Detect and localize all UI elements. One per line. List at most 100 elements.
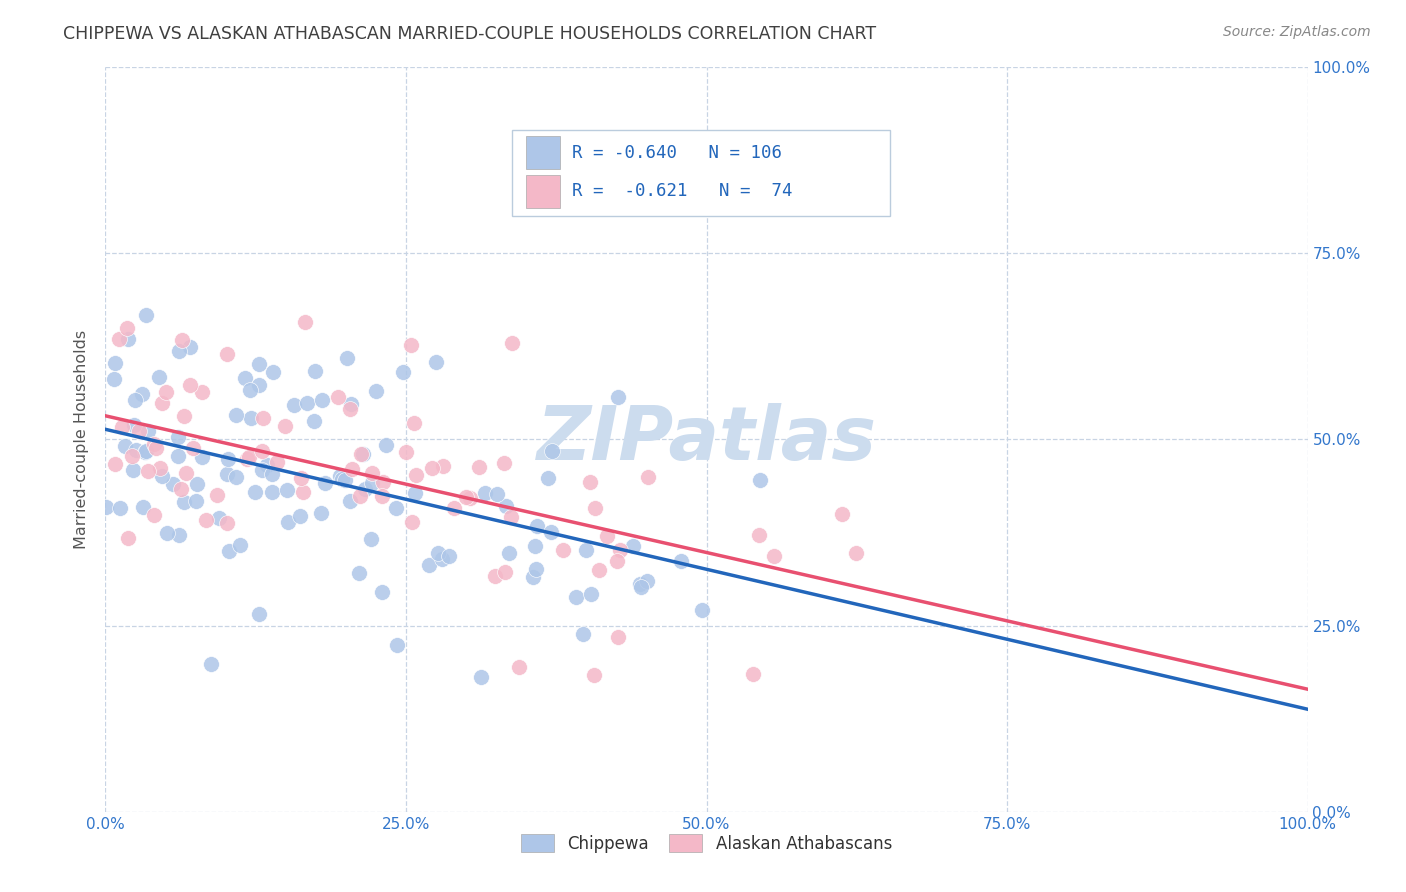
FancyBboxPatch shape xyxy=(512,130,890,216)
Point xyxy=(524,562,547,576)
Point xyxy=(290,471,312,485)
Point xyxy=(371,585,394,599)
Point xyxy=(583,500,606,515)
Point xyxy=(274,419,297,434)
Point xyxy=(339,402,361,417)
Point xyxy=(240,410,263,425)
FancyBboxPatch shape xyxy=(526,136,560,169)
Point xyxy=(121,449,143,463)
Point xyxy=(179,377,201,392)
Point xyxy=(194,513,217,527)
Point xyxy=(191,384,214,399)
Point xyxy=(399,338,422,352)
Text: Source: ZipAtlas.com: Source: ZipAtlas.com xyxy=(1223,25,1371,39)
Point xyxy=(121,463,143,477)
Point xyxy=(342,462,364,476)
Point xyxy=(606,554,628,568)
Point xyxy=(94,500,117,514)
Point xyxy=(420,460,443,475)
Point xyxy=(167,343,190,358)
Point xyxy=(540,525,562,540)
Point xyxy=(384,500,406,515)
Point xyxy=(385,639,408,653)
Point xyxy=(630,580,652,594)
Point xyxy=(135,444,157,458)
Point xyxy=(148,369,170,384)
Point xyxy=(360,466,382,480)
Point xyxy=(167,527,190,541)
Point xyxy=(191,450,214,465)
Point xyxy=(831,507,853,521)
Point xyxy=(162,477,184,491)
Point xyxy=(524,540,547,554)
Point xyxy=(571,627,593,641)
Point xyxy=(276,483,298,497)
Point xyxy=(636,574,658,589)
Point xyxy=(247,377,270,392)
Point xyxy=(326,390,349,404)
Legend: Chippewa, Alaskan Athabascans: Chippewa, Alaskan Athabascans xyxy=(515,827,898,859)
Point xyxy=(117,531,139,545)
Point xyxy=(252,463,274,477)
Point xyxy=(340,397,363,411)
Point xyxy=(541,444,564,458)
Point xyxy=(690,603,713,617)
Point xyxy=(311,506,333,520)
Point xyxy=(155,384,177,399)
Point xyxy=(498,546,520,560)
Text: CHIPPEWA VS ALASKAN ATHABASCAN MARRIED-COUPLE HOUSEHOLDS CORRELATION CHART: CHIPPEWA VS ALASKAN ATHABASCAN MARRIED-C… xyxy=(63,25,876,43)
Point xyxy=(443,501,465,516)
Point xyxy=(217,347,239,361)
Point xyxy=(526,519,548,533)
Point xyxy=(637,469,659,483)
Point xyxy=(582,667,605,681)
Point xyxy=(394,444,416,458)
Point xyxy=(135,308,157,322)
Point xyxy=(215,516,238,531)
Point xyxy=(579,587,602,601)
Point xyxy=(347,566,370,580)
Y-axis label: Married-couple Households: Married-couple Households xyxy=(75,330,90,549)
Point xyxy=(104,457,127,471)
Point xyxy=(256,458,278,472)
Point xyxy=(260,467,283,481)
Point xyxy=(426,546,449,560)
Point xyxy=(252,411,274,425)
Point xyxy=(468,460,491,475)
Point xyxy=(392,365,415,379)
Point xyxy=(458,491,481,506)
Point xyxy=(277,516,299,530)
Point xyxy=(522,570,544,584)
Point xyxy=(749,473,772,487)
Point xyxy=(353,447,375,461)
Point xyxy=(150,469,173,483)
Point xyxy=(494,456,516,470)
Point xyxy=(609,542,631,557)
Point xyxy=(239,383,262,397)
Point xyxy=(117,332,139,346)
Point xyxy=(245,484,267,499)
Point xyxy=(179,340,201,354)
Point xyxy=(353,482,375,496)
Point xyxy=(606,390,628,404)
Point xyxy=(501,336,523,351)
Point xyxy=(588,563,610,577)
Point xyxy=(578,475,600,490)
Point xyxy=(108,500,131,515)
Point xyxy=(333,474,356,488)
Point xyxy=(470,670,492,684)
Point xyxy=(173,409,195,423)
Point xyxy=(238,450,260,465)
Point xyxy=(145,441,167,455)
Point xyxy=(499,510,522,524)
Point xyxy=(225,469,247,483)
Point xyxy=(124,392,146,407)
Point xyxy=(405,467,427,482)
Point xyxy=(404,416,426,430)
Point xyxy=(404,486,426,500)
Point xyxy=(236,452,259,467)
Text: ZIPatlas: ZIPatlas xyxy=(537,403,876,475)
Point xyxy=(131,387,153,401)
Point xyxy=(311,393,333,408)
Point xyxy=(508,659,530,673)
